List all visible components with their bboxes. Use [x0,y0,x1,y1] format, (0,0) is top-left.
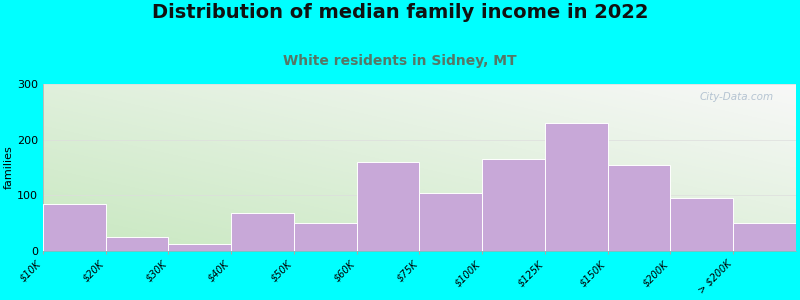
Bar [106,237,169,251]
Bar [482,159,545,251]
Text: White residents in Sidney, MT: White residents in Sidney, MT [283,54,517,68]
Bar [294,223,357,251]
Bar [231,213,294,251]
Bar [733,223,796,251]
Bar [357,162,419,251]
Bar [545,123,608,251]
Bar [169,244,231,251]
Y-axis label: families: families [4,146,14,189]
Bar [43,204,106,251]
Text: City-Data.com: City-Data.com [699,92,774,102]
Bar [670,198,733,251]
Bar [608,165,670,251]
Text: Distribution of median family income in 2022: Distribution of median family income in … [152,3,648,22]
Bar [419,193,482,251]
